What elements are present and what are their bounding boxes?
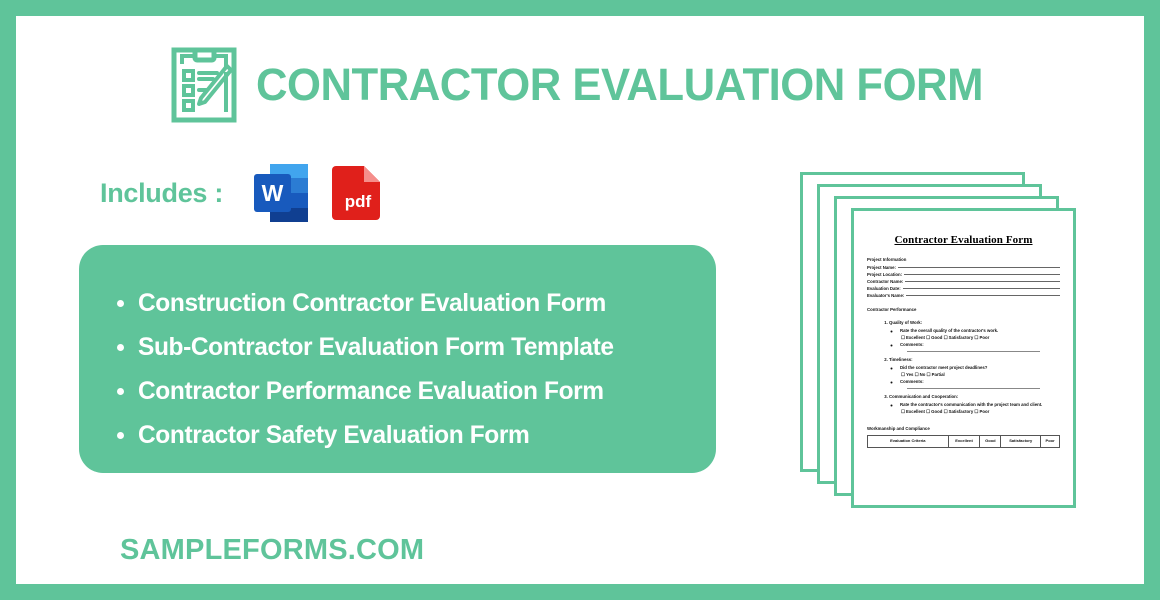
field-rule [906,295,1060,297]
clipboard-checklist-pencil-icon [170,44,242,124]
question-prompt: Rate the contractor's communication with… [900,402,1060,409]
table-header-cell: Evaluation Criteria [867,435,949,448]
question-prompt: Rate the overall quality of the contract… [900,328,1060,335]
field-label: Project Name: [867,265,896,271]
question-item: Communication and Cooperation: Rate the … [889,394,1060,415]
question-title: Timeliness: [889,357,913,363]
question-item: Timeliness: Did the contractor meet proj… [889,357,1060,390]
evaluation-criteria-table: Evaluation Criteria Excellent Good Satis… [867,435,1060,448]
bullet-icon [117,388,124,395]
contractor-performance-heading: Contractor Performance [867,307,917,313]
field-rule [904,274,1060,276]
table-header-cell: Poor [1040,435,1060,448]
field-rule [902,288,1060,290]
performance-question-list: Quality of Work: Rate the overall qualit… [889,320,1060,415]
question-item: Quality of Work: Rate the overall qualit… [889,320,1060,353]
document-preview-stack: Contractor Evaluation Form Project Infor… [800,172,1084,512]
list-item: Contractor Safety Evaluation Form [117,419,686,451]
comments-rule [907,351,1041,353]
list-item-label: Contractor Performance Evaluation Form [138,377,604,405]
field-label: Project Location: [867,272,903,278]
list-item: Sub-Contractor Evaluation Form Template [117,331,686,363]
question-prompt: Did the contractor meet project deadline… [900,365,1060,372]
list-item: Contractor Performance Evaluation Form [117,375,686,407]
pdf-file-icon: pdf [332,162,384,224]
svg-text:W: W [262,180,284,206]
includes-label: Includes : [100,177,224,208]
table-header-cell: Satisfactory [1000,435,1042,448]
question-sub-list: Did the contractor meet project deadline… [900,365,1060,386]
bullet-icon [117,300,124,307]
list-item-label: Sub-Contractor Evaluation Form Template [138,333,614,361]
list-item-label: Contractor Safety Evaluation Form [138,421,530,449]
poster-canvas: CONTRACTOR EVALUATION FORM Includes : W [16,16,1144,584]
document-body: Project Information Project Name: Projec… [867,257,1060,448]
project-information-heading: Project Information [867,257,907,262]
poster-header: CONTRACTOR EVALUATION FORM [170,44,1005,124]
field-rule [897,267,1060,269]
list-item: Construction Contractor Evaluation Form [117,287,686,319]
table-header-row: Evaluation Criteria Excellent Good Satis… [867,435,1060,448]
field-label: Contractor Name: [867,279,904,285]
field-project-name: Project Name: [867,265,1060,272]
field-rule [905,281,1060,283]
question-options: ☐ Excellent ☐ Good ☐ Satisfactory ☐ Poor [901,409,990,415]
question-title: Quality of Work: [889,320,923,326]
question-options: ☐ Excellent ☐ Good ☐ Satisfactory ☐ Poor [901,334,990,340]
question-sub-list: Rate the overall quality of the contract… [900,328,1060,349]
question-title: Communication and Cooperation: [889,394,959,400]
table-header-cell: Good [979,435,1002,448]
question-options: ☐ Yes ☐ No ☐ Partial [901,371,945,377]
list-item-label: Construction Contractor Evaluation Form [138,289,606,317]
field-label: Evaluator's Name: [867,293,905,299]
field-evaluation-date: Evaluation Date: [867,286,1060,293]
svg-text:pdf: pdf [345,192,372,211]
question-comments-label: Comments: [900,379,1060,386]
field-evaluator-name: Evaluator's Name: [867,293,1060,300]
site-brand: SAMPLEFORMS.COM [120,534,425,566]
page-title: CONTRACTOR EVALUATION FORM [256,58,983,110]
document-page-front: Contractor Evaluation Form Project Infor… [851,208,1076,508]
comments-rule [907,388,1041,390]
includes-list-card: Construction Contractor Evaluation Form … [79,245,716,473]
document-title: Contractor Evaluation Form [894,234,1033,246]
bullet-icon [117,344,124,351]
word-file-icon: W [253,162,310,224]
field-project-location: Project Location: [867,272,1060,279]
field-contractor-name: Contractor Name: [867,279,1060,286]
file-format-icons: W pdf [253,162,384,224]
includes-row: Includes : W pdf [100,162,384,224]
table-header-cell: Excellent [947,435,981,448]
form-list: Construction Contractor Evaluation Form … [117,287,686,451]
field-label: Evaluation Date: [867,286,901,292]
workmanship-heading: Workmanship and Compliance [867,425,930,431]
question-sub-list: Rate the contractor's communication with… [900,402,1060,416]
question-comments-label: Comments: [900,342,1060,349]
bullet-icon [117,432,124,439]
